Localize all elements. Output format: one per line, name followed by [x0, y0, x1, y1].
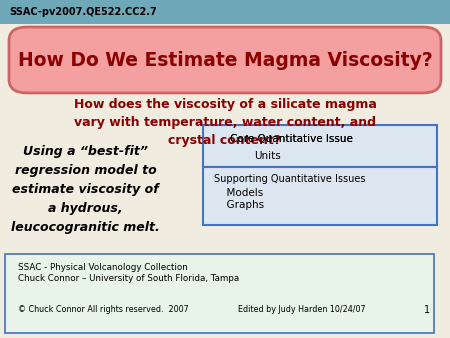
Text: Core Quantitative Issue: Core Quantitative Issue	[230, 134, 352, 144]
Text: Core Quantitative Issue: Core Quantitative Issue	[230, 134, 352, 144]
FancyBboxPatch shape	[4, 254, 434, 333]
FancyBboxPatch shape	[0, 0, 450, 24]
Text: Graphs: Graphs	[220, 200, 265, 210]
Text: © Chuck Connor All rights reserved.  2007: © Chuck Connor All rights reserved. 2007	[18, 305, 189, 314]
Text: Chuck Connor – University of South Florida, Tampa: Chuck Connor – University of South Flori…	[18, 274, 239, 283]
Text: Models: Models	[220, 188, 264, 198]
FancyBboxPatch shape	[202, 167, 436, 225]
Text: Edited by Judy Harden 10/24/07: Edited by Judy Harden 10/24/07	[238, 305, 366, 314]
FancyBboxPatch shape	[202, 125, 436, 167]
Text: SSAC-pv2007.QE522.CC2.7: SSAC-pv2007.QE522.CC2.7	[9, 7, 157, 17]
Text: How does the viscosity of a silicate magma
vary with temperature, water content,: How does the viscosity of a silicate mag…	[73, 98, 377, 147]
Text: Supporting Quantitative Issues: Supporting Quantitative Issues	[214, 174, 365, 184]
Text: 1: 1	[423, 305, 430, 315]
Text: How Do We Estimate Magma Viscosity?: How Do We Estimate Magma Viscosity?	[18, 51, 432, 70]
Text: Units: Units	[254, 151, 281, 161]
FancyBboxPatch shape	[9, 27, 441, 93]
Text: Using a “best-fit”
regression model to
estimate viscosity of
a hydrous,
leucocog: Using a “best-fit” regression model to e…	[11, 145, 160, 234]
Text: SSAC - Physical Volcanology Collection: SSAC - Physical Volcanology Collection	[18, 263, 188, 272]
